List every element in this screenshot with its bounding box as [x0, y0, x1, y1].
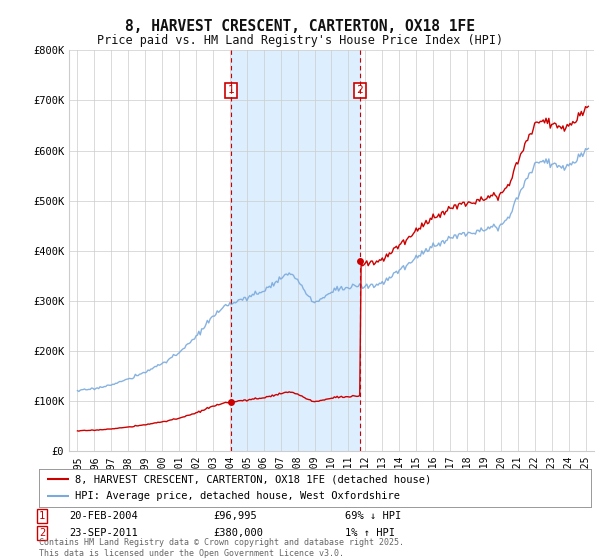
- Text: 1: 1: [39, 511, 45, 521]
- Text: 2: 2: [39, 528, 45, 538]
- Text: 2: 2: [356, 86, 363, 95]
- Text: 1: 1: [228, 86, 235, 95]
- Text: HPI: Average price, detached house, West Oxfordshire: HPI: Average price, detached house, West…: [75, 491, 400, 501]
- Text: 20-FEB-2004: 20-FEB-2004: [69, 511, 138, 521]
- Text: 8, HARVEST CRESCENT, CARTERTON, OX18 1FE: 8, HARVEST CRESCENT, CARTERTON, OX18 1FE: [125, 20, 475, 34]
- Text: 23-SEP-2011: 23-SEP-2011: [69, 528, 138, 538]
- Text: 69% ↓ HPI: 69% ↓ HPI: [345, 511, 401, 521]
- Text: Contains HM Land Registry data © Crown copyright and database right 2025.
This d: Contains HM Land Registry data © Crown c…: [39, 538, 404, 558]
- Text: 1% ↑ HPI: 1% ↑ HPI: [345, 528, 395, 538]
- Text: £380,000: £380,000: [213, 528, 263, 538]
- Text: 8, HARVEST CRESCENT, CARTERTON, OX18 1FE (detached house): 8, HARVEST CRESCENT, CARTERTON, OX18 1FE…: [75, 474, 431, 484]
- Text: £96,995: £96,995: [213, 511, 257, 521]
- Bar: [231, 50, 360, 451]
- Text: Price paid vs. HM Land Registry's House Price Index (HPI): Price paid vs. HM Land Registry's House …: [97, 34, 503, 47]
